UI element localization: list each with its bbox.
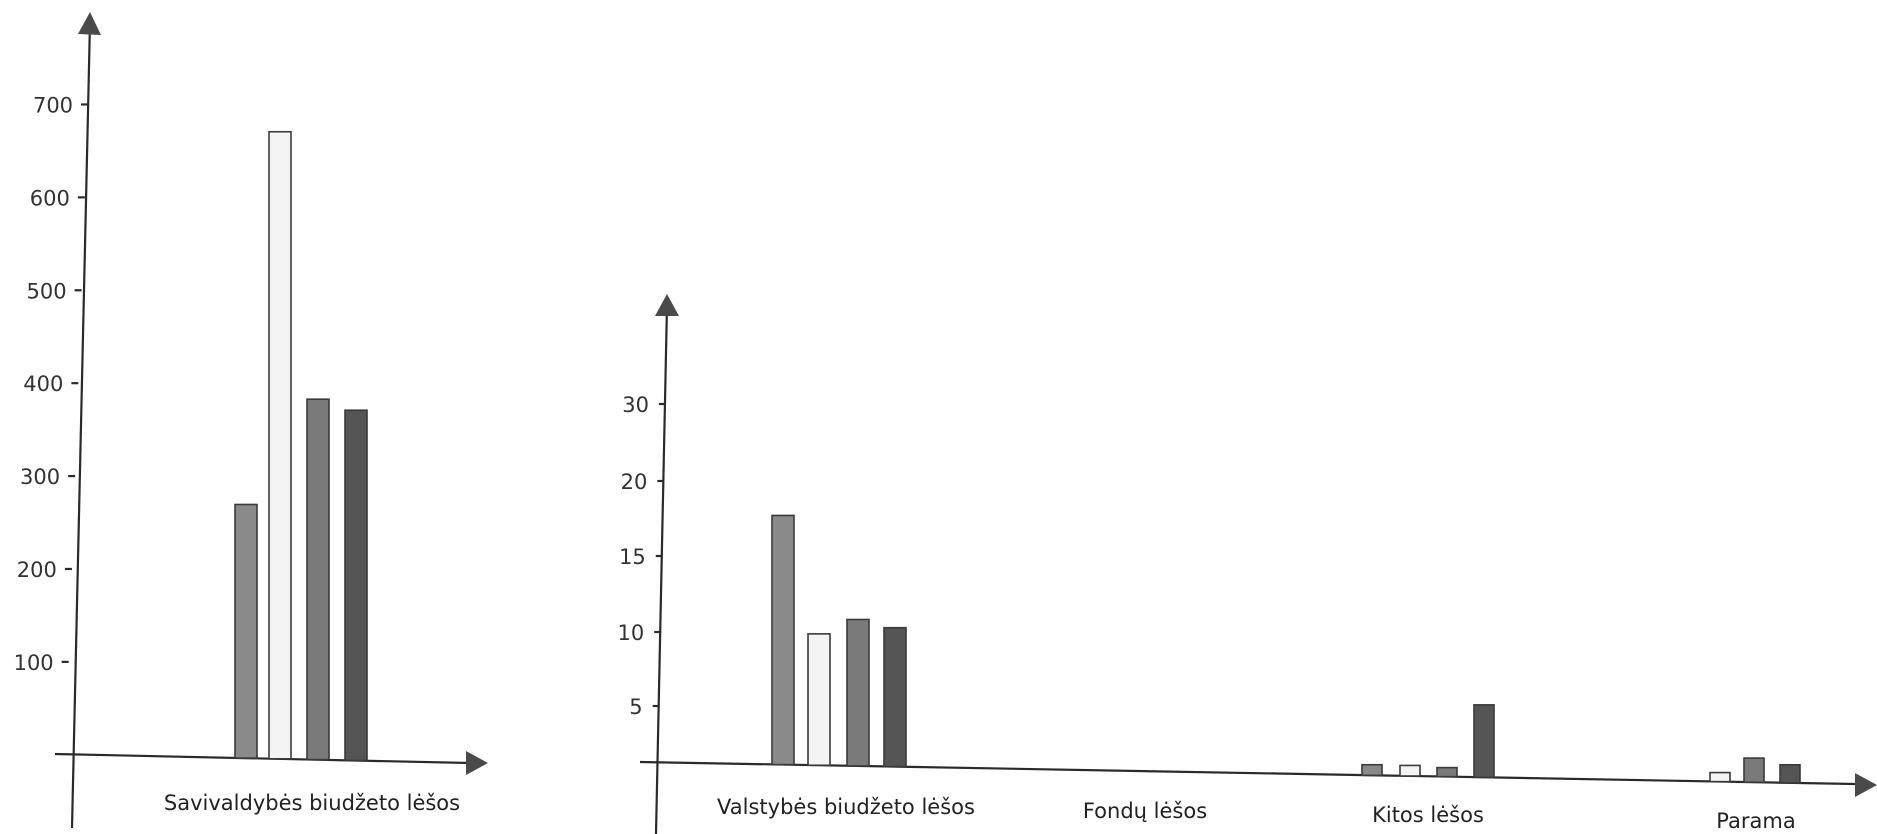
bar-3 xyxy=(306,398,330,761)
bar-2 xyxy=(268,130,292,760)
x-category-label: Fondų lėšos xyxy=(1083,799,1207,823)
bar-3 xyxy=(1743,757,1765,784)
y-axis-arrow xyxy=(78,12,101,35)
x-category-label: Kitos lėšos xyxy=(1372,803,1484,827)
x-category-label: Savivaldybės biudžeto lėšos xyxy=(164,791,460,815)
y-axis-line xyxy=(654,304,669,834)
y-axis-arrow xyxy=(655,294,679,316)
y-tick-label: 400 xyxy=(23,372,63,396)
bar-3 xyxy=(1436,766,1458,778)
chart-1: 100 200 300 400 500 600 700 Savivaldybės biudže… xyxy=(14,12,488,829)
y-tick-label: 10 xyxy=(617,621,644,645)
y-tick-label: 600 xyxy=(30,186,70,210)
y-tick-label: 100 xyxy=(14,651,54,675)
bar-1 xyxy=(1361,763,1383,777)
bar-2 xyxy=(1399,764,1421,777)
y-tick-label: 30 xyxy=(622,393,649,417)
bar-4 xyxy=(883,626,907,768)
bar-3 xyxy=(846,618,870,767)
y-tick-label: 15 xyxy=(619,545,646,569)
bar-4 xyxy=(1779,763,1801,784)
bar-2 xyxy=(1709,771,1731,783)
y-tick-label: 500 xyxy=(27,279,67,303)
y-tick-label: 20 xyxy=(621,470,648,494)
bar-4 xyxy=(1473,704,1495,779)
bar-1 xyxy=(234,503,258,759)
x-axis-line xyxy=(54,752,471,765)
bar-1 xyxy=(771,514,795,766)
bar-4 xyxy=(344,409,368,762)
y-tick-label: 300 xyxy=(20,465,60,489)
y-tick-label: 700 xyxy=(33,93,73,117)
y-axis-line xyxy=(70,21,92,829)
bar-2 xyxy=(807,633,831,767)
x-axis-arrow xyxy=(466,751,488,775)
chart-2: 5 10 15 20 30 Valstybės biudžeto lėšos Fondų l… xyxy=(617,294,1877,834)
x-axis-arrow xyxy=(1855,773,1877,797)
y-tick-label: 5 xyxy=(629,695,642,719)
x-axis-line xyxy=(639,760,1856,786)
y-tick-label: 200 xyxy=(17,558,57,582)
x-category-label: Parama xyxy=(1716,809,1795,833)
x-category-label: Valstybės biudžeto lėšos xyxy=(717,795,975,819)
